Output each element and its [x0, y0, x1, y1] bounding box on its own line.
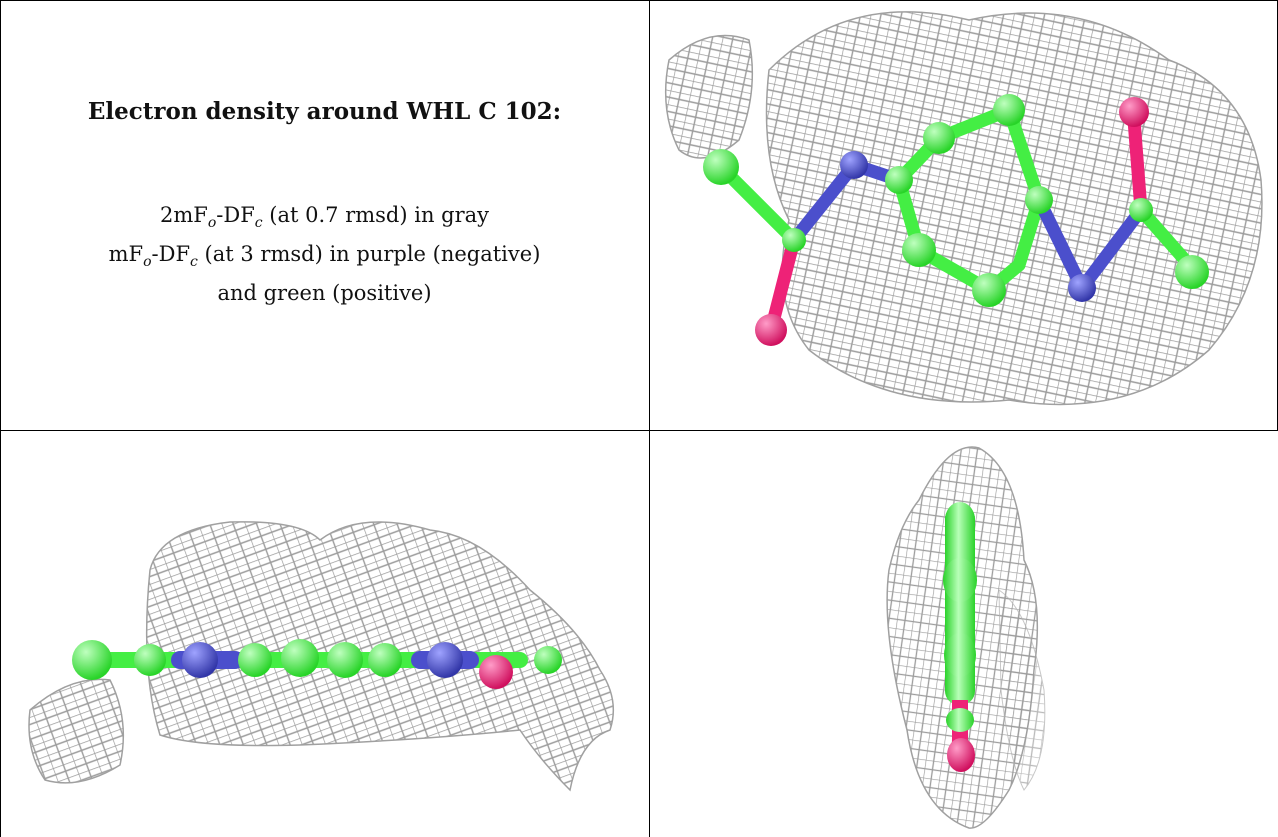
edge-atom-c-low	[944, 633, 976, 677]
edge-atom-c-top	[945, 502, 975, 538]
caption: 2mFo-DFc (at 0.7 rmsd) in gray mFo-DFc (…	[0, 200, 649, 309]
atom-c-ring-2	[923, 122, 955, 154]
side-atom-c7	[534, 646, 562, 674]
caption-line-1-sub-o: o	[207, 215, 217, 232]
side-atom-c6	[368, 643, 402, 677]
mesh-small-side	[28, 678, 125, 784]
caption-line-1: 2mFo-DFc (at 0.7 rmsd) in gray	[0, 200, 649, 239]
caption-line-1-prefix: 2mF	[159, 203, 208, 227]
edge-atom-c-mid	[943, 558, 977, 602]
edge-atom-c-bottom	[946, 708, 974, 732]
caption-line-1-mid: -DF	[216, 203, 255, 227]
side-atom-n1	[182, 642, 218, 678]
border-left	[0, 0, 1, 837]
side-atom-n2	[427, 642, 463, 678]
edge-atom-o	[947, 738, 975, 772]
caption-line-2-mid: -DF	[151, 242, 191, 267]
molecule-edge	[943, 502, 977, 772]
density-edge-view	[886, 446, 1046, 829]
atom-c-carbonyl-left	[782, 228, 806, 252]
side-atom-c3	[238, 643, 272, 677]
atom-n-right	[1068, 274, 1096, 302]
atom-o-right	[1119, 97, 1149, 127]
border-top	[0, 0, 1278, 1]
molecule-top	[703, 94, 1209, 346]
caption-line-2-prefix: mF	[108, 242, 144, 267]
density-side-view-cell	[0, 430, 649, 837]
mesh-left	[664, 34, 754, 159]
border-middle-horizontal	[0, 430, 1278, 431]
density-edge-view-cell	[649, 430, 1278, 837]
atom-c-terminal-right	[1175, 255, 1209, 289]
density-side-view	[28, 521, 615, 792]
legend-cell: Electron density around WHL C 102: 2mFo-…	[0, 0, 649, 430]
atom-o-left	[755, 314, 787, 346]
atom-c-ring-4	[1025, 186, 1053, 214]
caption-line-2: mFo-DFc (at 3 rmsd) in purple (negative)	[0, 239, 649, 278]
side-atom-c1	[72, 640, 112, 680]
caption-line-2-sub-c: c	[190, 254, 198, 271]
density-top-view	[664, 11, 1263, 406]
side-atom-c5	[327, 642, 363, 678]
caption-line-3: and green (positive)	[217, 281, 432, 306]
side-atom-c2	[134, 644, 166, 676]
caption-line-1-suffix: (at 0.7 rmsd) in gray	[262, 203, 490, 227]
atom-n-left	[840, 151, 868, 179]
atom-c-ring-3	[993, 94, 1025, 126]
panel-title: Electron density around WHL C 102:	[87, 98, 562, 125]
border-middle-vertical	[649, 0, 650, 837]
mesh-main	[765, 11, 1263, 406]
atom-c-ring-1	[885, 166, 913, 194]
atom-c-ring-5	[972, 273, 1006, 307]
side-atom-c4	[281, 639, 319, 677]
caption-line-1-sub-c: c	[254, 215, 263, 232]
atom-c-carbonyl-right	[1129, 198, 1153, 222]
atom-c-terminal-left	[703, 149, 739, 185]
density-top-view-cell	[649, 0, 1278, 430]
atom-c-ring-6	[902, 233, 936, 267]
mesh-edge-right	[998, 589, 1046, 791]
molecule-side	[72, 639, 562, 689]
side-atom-o	[479, 655, 513, 689]
caption-line-2-sub-o: o	[143, 254, 152, 271]
caption-line-2-suffix: (at 3 rmsd) in purple (negative)	[197, 242, 541, 267]
